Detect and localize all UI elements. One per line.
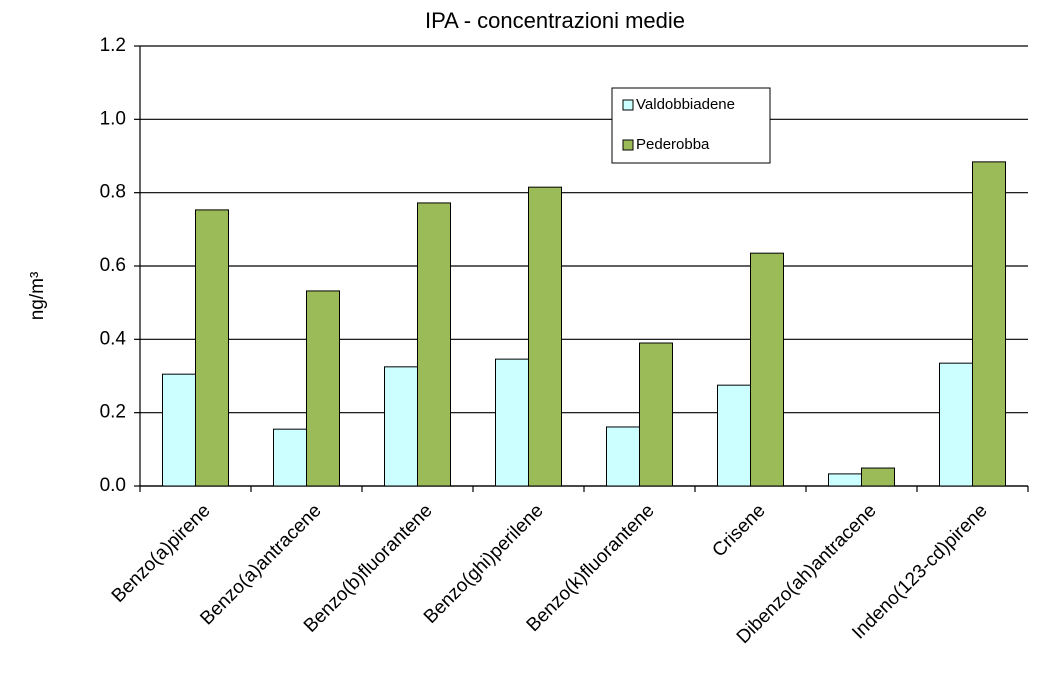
legend-swatch: [622, 139, 634, 151]
bar: [195, 209, 229, 487]
chart-title: IPA - concentrazioni medie: [425, 8, 685, 33]
bar: [528, 186, 562, 487]
y-tick-label: 1.2: [100, 35, 126, 56]
bar: [972, 161, 1006, 487]
bar: [495, 358, 529, 487]
bar: [606, 426, 640, 487]
y-tick-label: 0.0: [100, 475, 126, 496]
x-tick-label: Benzo(ghi)perilene: [420, 500, 548, 628]
y-tick-label: 0.8: [100, 182, 126, 203]
legend-label: Pederobba: [636, 136, 710, 153]
y-tick-label: 0.6: [100, 255, 126, 276]
bar: [417, 202, 451, 487]
legend-label: Valdobbiadene: [636, 96, 735, 113]
bar: [828, 473, 862, 487]
bar: [162, 373, 196, 487]
bar: [717, 384, 751, 487]
bar: [639, 342, 673, 487]
legend-swatch: [622, 99, 634, 111]
x-tick-label: Benzo(b)fluorantene: [300, 500, 437, 637]
y-tick-label: 0.2: [100, 402, 126, 423]
x-tick-label: Crisene: [708, 500, 769, 561]
x-tick-label: Benzo(k)fluorantene: [523, 500, 659, 636]
bar: [273, 428, 307, 487]
y-axis-label: ng/m³: [27, 272, 48, 321]
bar: [939, 362, 973, 487]
bar: [384, 366, 418, 487]
x-tick-label: Benzo(a)antracene: [196, 500, 325, 629]
x-tick-label: Benzo(a)pirene: [108, 500, 215, 607]
bar: [750, 252, 784, 487]
bar: [306, 290, 340, 487]
y-tick-label: 1.0: [100, 108, 126, 129]
y-tick-label: 0.4: [100, 328, 127, 349]
bar: [861, 467, 895, 487]
legend-box: [611, 87, 771, 164]
